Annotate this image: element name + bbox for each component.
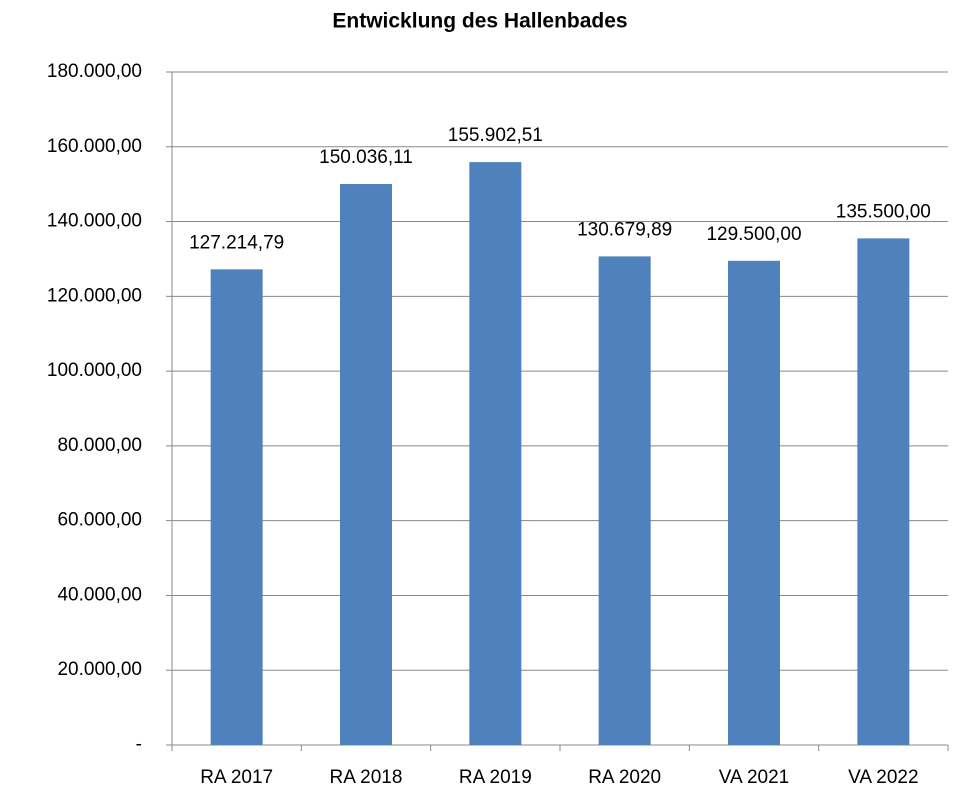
data-label: 127.214,79 [189,232,284,253]
x-tick-label: RA 2020 [588,767,661,788]
y-tick-label: 180.000,00 [47,61,142,82]
data-label: 135.500,00 [836,201,931,222]
x-tick-label: RA 2018 [330,767,403,788]
y-tick-label: 60.000,00 [57,510,142,531]
bar [340,184,392,745]
y-tick-label: 20.000,00 [57,659,142,680]
x-tick-label: RA 2017 [200,767,273,788]
y-tick-label: 40.000,00 [57,584,142,605]
y-tick-label: 120.000,00 [47,285,142,306]
chart-title: Entwicklung des Hallenbades [332,10,627,33]
y-tick-label: 80.000,00 [57,435,142,456]
x-tick-label: VA 2022 [848,767,918,788]
y-tick-label: 160.000,00 [47,136,142,157]
data-label: 129.500,00 [706,224,801,245]
y-tick-label: - [136,734,142,755]
y-tick-label: 100.000,00 [47,360,142,381]
data-label: 155.902,51 [448,125,543,146]
bar [210,269,263,745]
data-label: 130.679,89 [577,219,672,240]
x-tick-label: VA 2021 [719,767,789,788]
data-label: 150.036,11 [319,147,413,168]
bar [857,238,910,745]
bar [469,162,522,745]
bar [598,256,651,745]
bar [728,260,780,745]
x-tick-label: RA 2019 [459,767,532,788]
y-tick-label: 140.000,00 [47,211,142,232]
